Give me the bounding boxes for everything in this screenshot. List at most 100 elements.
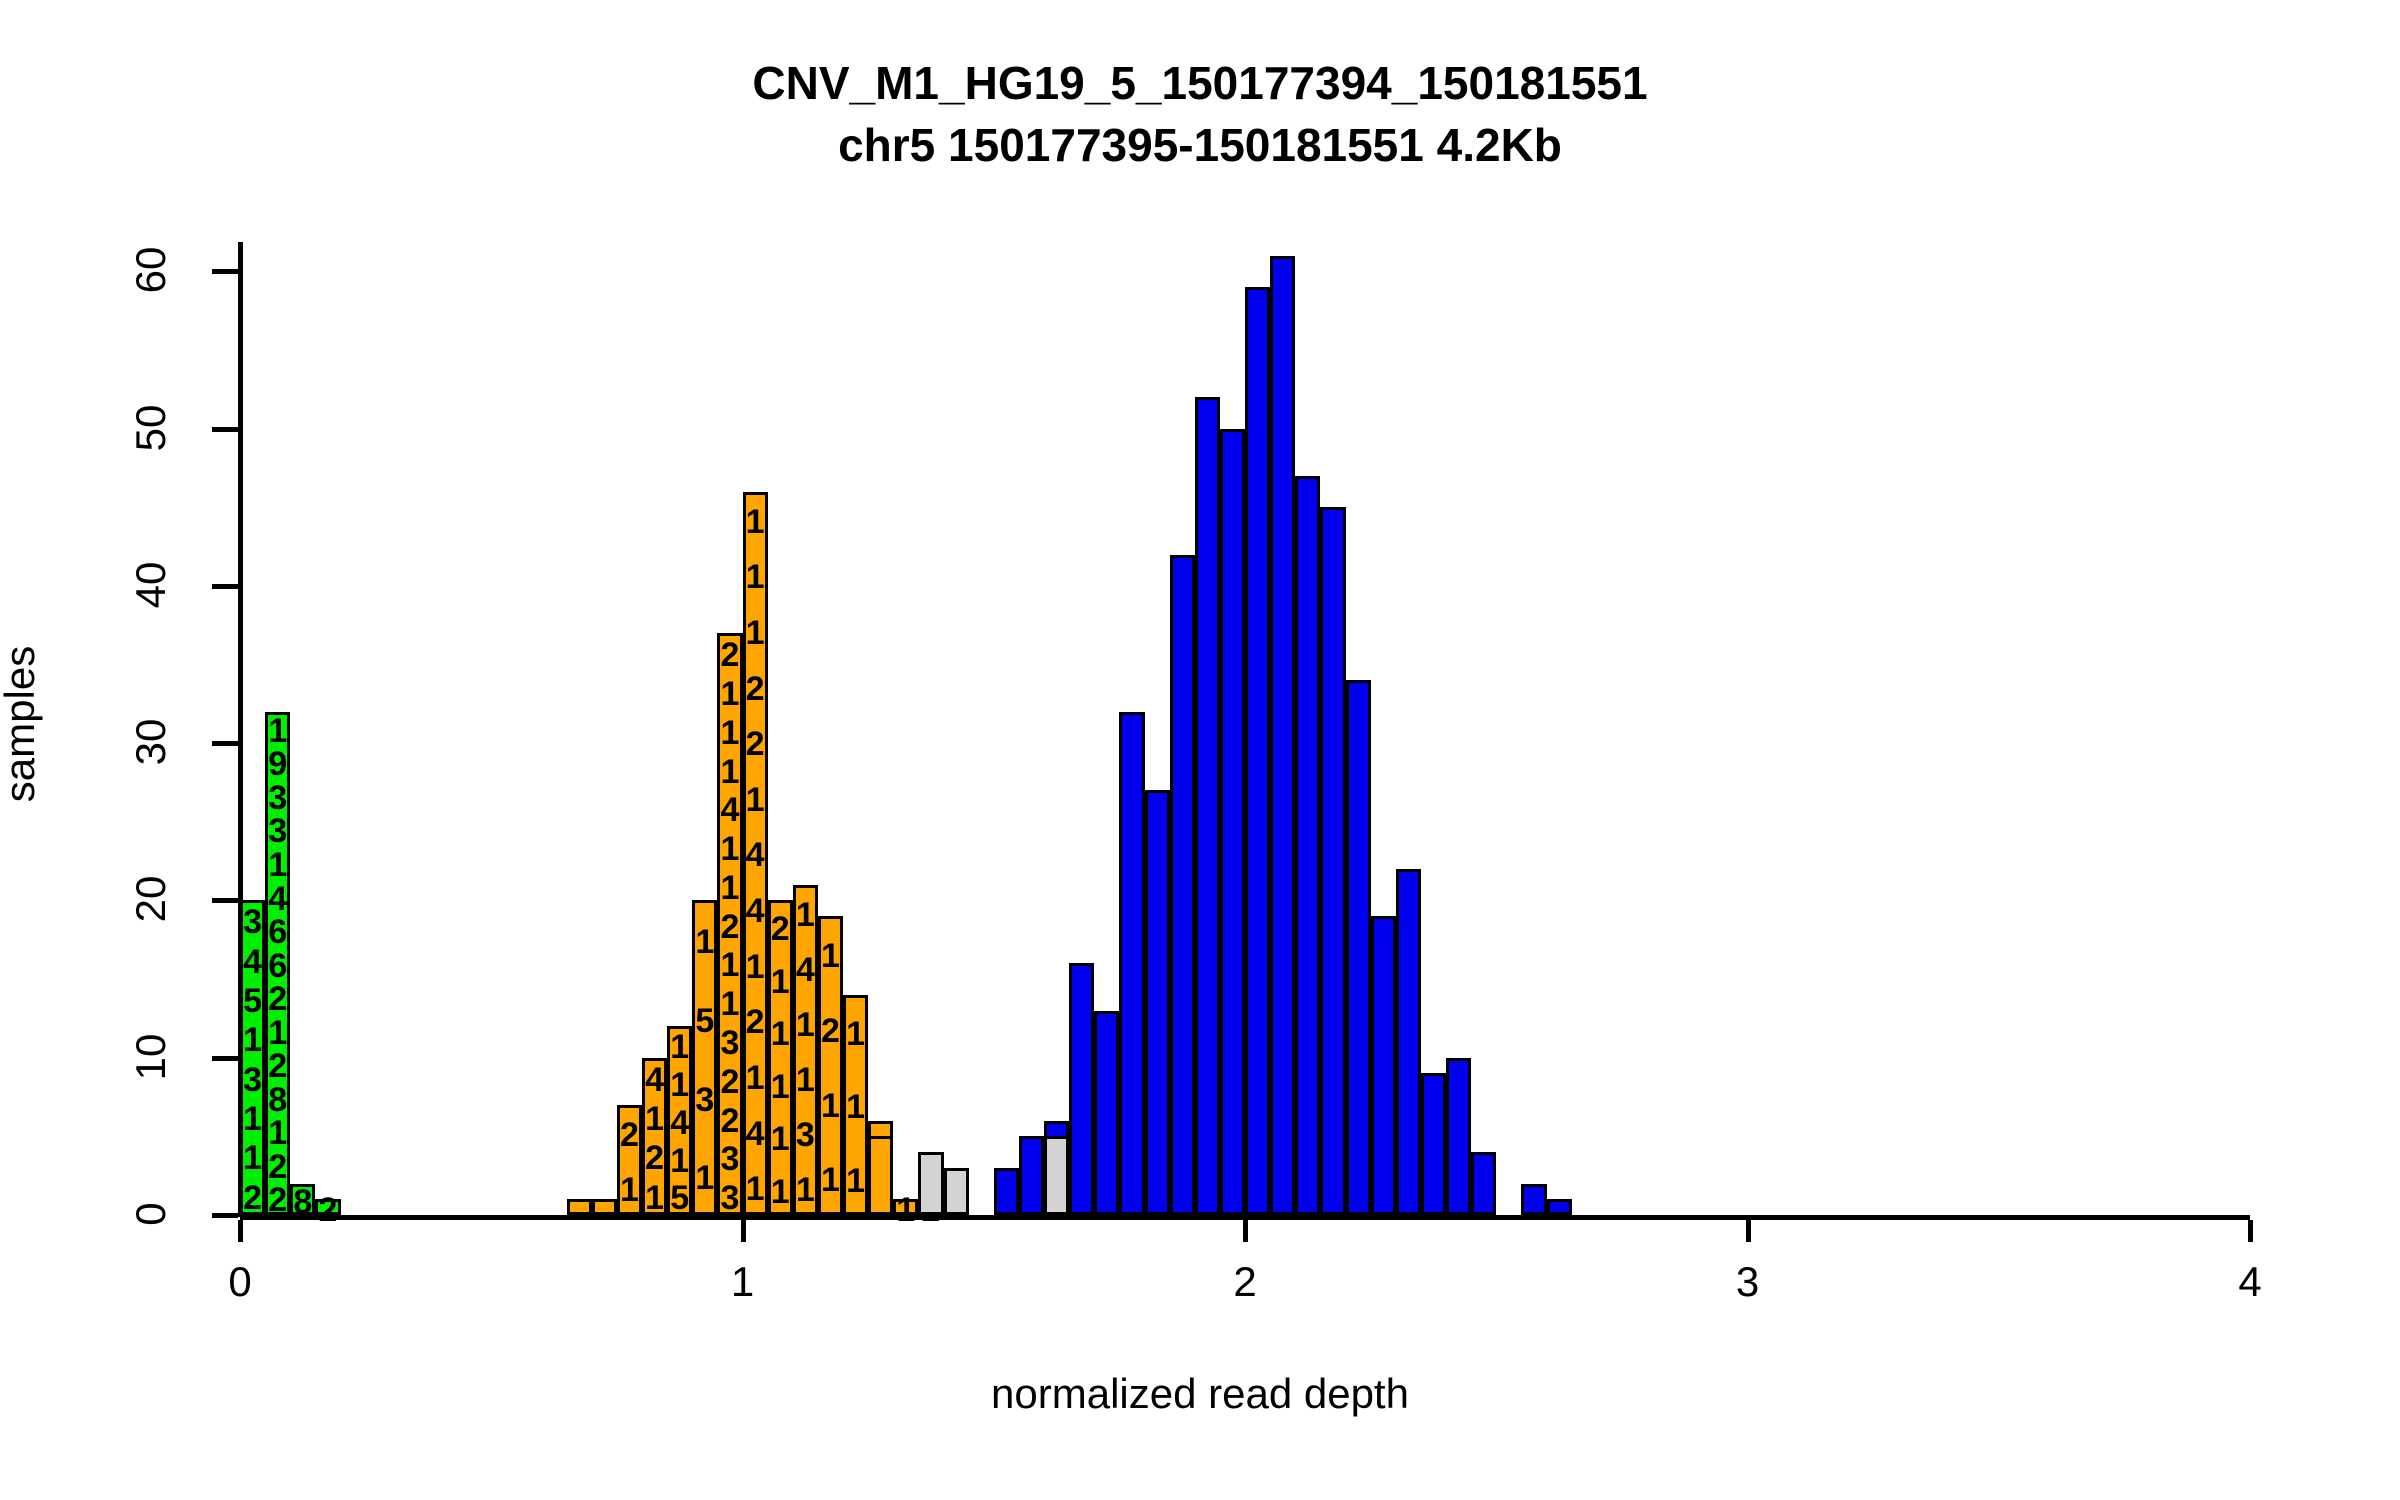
histogram-bar (1395, 869, 1421, 1215)
bar-count-labels: 1 4 1 1 3 1 (796, 888, 815, 1212)
histogram-bar: 8 (290, 1183, 316, 1219)
bar-count-label: 1 (268, 1013, 288, 1052)
x-tick-label: 4 (2238, 1258, 2262, 1305)
bar-count-label: 1 (770, 1120, 790, 1159)
bar-count-label: 2 (745, 1003, 765, 1042)
bar-count-label: 1 (670, 1028, 690, 1067)
histogram-bar: 1 1 1 (843, 994, 869, 1215)
bar-count-label: 1 (695, 923, 715, 962)
bar-count-label: 2 (720, 1062, 740, 1101)
bar-count-label: 3 (795, 1115, 815, 1154)
bar-count-label: 1 (745, 613, 765, 652)
histogram-bar (1144, 790, 1170, 1215)
histogram-bar (1345, 680, 1371, 1215)
bar-count-label: 4 (745, 892, 765, 931)
bar-count-label: 1 (720, 946, 740, 985)
bar-count-label: 1 (770, 1172, 790, 1211)
bar-count-labels: 1 1 1 2 2 1 4 4 1 2 1 4 1 (746, 495, 765, 1212)
bar-count-label: 8 (268, 1080, 288, 1119)
bar-count-label: 5 (695, 1002, 715, 1041)
bar-count-label: 1 (720, 985, 740, 1024)
bar-count-labels: 1 1 1 (846, 998, 865, 1212)
histogram-bar (1546, 1199, 1572, 1215)
bar-count-label: 3 (720, 1023, 740, 1062)
bar-count-label: 1 (745, 558, 765, 597)
bar-count-label: 2 (745, 725, 765, 764)
bar-count-label: 1 (896, 1191, 916, 1230)
x-tick-label: 2 (1233, 1258, 1257, 1305)
histogram-bar (1094, 1010, 1120, 1215)
y-tick (212, 269, 238, 275)
x-tick (740, 1220, 746, 1242)
histogram-bar (943, 1167, 969, 1215)
bar-count-label: 1 (795, 1170, 815, 1209)
bar-count-label: 1 (745, 1059, 765, 1098)
histogram-bar: 2 (315, 1193, 341, 1227)
bar-count-label: 1 (720, 868, 740, 907)
bar-count-label: 1 (670, 1141, 690, 1180)
bar-count-label: 2 (745, 669, 765, 708)
histogram-bar (1069, 963, 1095, 1215)
bar-count-label: 1 (720, 674, 740, 713)
y-tick (212, 426, 238, 432)
x-tick-label: 1 (730, 1258, 755, 1305)
bar-count-label: 4 (745, 836, 765, 875)
y-tick (212, 583, 238, 589)
y-tick-label: 60 (127, 247, 174, 294)
bar-count-labels: 2 1 1 1 1 1 (771, 903, 790, 1212)
bar-count-label: 1 (268, 1114, 288, 1153)
bar-count-label: 1 (770, 1067, 790, 1106)
histogram-bar (1119, 711, 1145, 1215)
histogram-bar: 1 2 1 1 (817, 916, 843, 1215)
bar-count-label: 1 (846, 1088, 866, 1127)
histogram-bar (1219, 428, 1245, 1215)
bar-count-label: 1 (645, 1178, 665, 1217)
bar-count-label: 2 (243, 1178, 263, 1217)
x-tick-label: 0 (228, 1258, 252, 1305)
bar-count-label: 1 (770, 1015, 790, 1054)
bar-count-label: 2 (645, 1139, 665, 1178)
bar-count-label: 1 (846, 1161, 866, 1200)
bar-count-label: 6 (268, 913, 288, 952)
bar-count-label: 6 (268, 946, 288, 985)
bar-count-label: 1 (770, 962, 790, 1001)
bar-count-labels: 8 (293, 1184, 312, 1218)
bar-count-label: 1 (695, 1159, 715, 1198)
x-tick-label: 3 (1735, 1258, 1760, 1305)
y-tick (212, 741, 238, 747)
bar-count-label: 9 (268, 745, 288, 784)
bar-count-label: 3 (720, 1140, 740, 1179)
y-tick-label: 40 (127, 561, 174, 609)
histogram-bar (1471, 1152, 1497, 1215)
bar-count-label: 1 (795, 895, 815, 934)
bar-count-label: 3 (243, 1060, 263, 1099)
bar-count-label: 2 (268, 1181, 288, 1220)
histogram-bar (1245, 287, 1271, 1215)
histogram-bar: 1 1 1 2 2 1 4 4 1 2 1 4 1 (742, 491, 768, 1215)
x-tick (238, 1220, 243, 1242)
bar-count-label: 2 (820, 1011, 840, 1050)
x-axis-label: normalized read depth (991, 1370, 1409, 1417)
bar-count-label: 2 (268, 1047, 288, 1086)
bar-count-label: 3 (695, 1080, 715, 1119)
chart-title: CNV_M1_HG19_5_150177394_150181551 chr5 1… (0, 52, 2400, 176)
bar-count-label: 1 (820, 1161, 840, 1200)
bar-count-label: 4 (670, 1103, 690, 1142)
x-tick (1243, 1220, 1248, 1242)
bar-count-label: 4 (645, 1060, 665, 1099)
histogram-bar (566, 1199, 592, 1215)
histogram-bar (1169, 554, 1195, 1215)
bar-count-label: 1 (243, 1139, 263, 1178)
histogram-bar (1420, 1073, 1446, 1215)
